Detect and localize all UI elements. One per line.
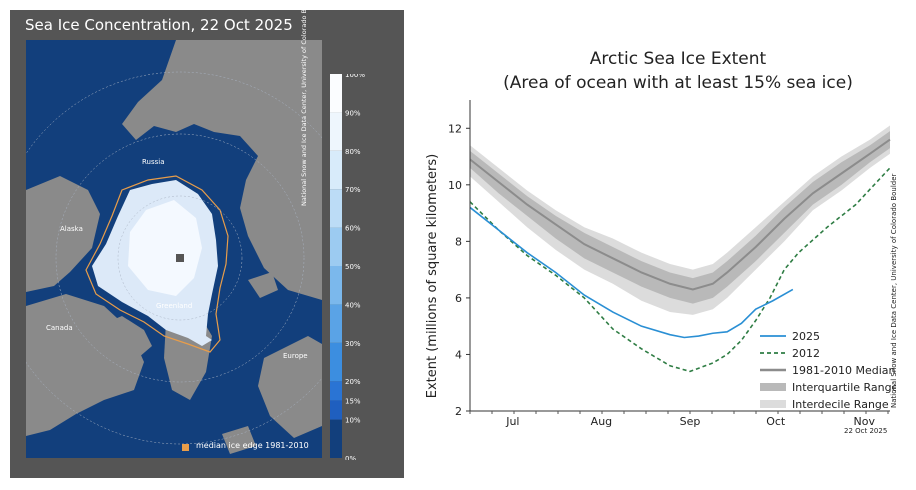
legend-label: 1981-2010 Median xyxy=(792,364,895,377)
colorbar-tick-label: 30% xyxy=(345,340,361,348)
chart-title: Arctic Sea Ice Extent xyxy=(590,49,767,69)
label-canada: Canada xyxy=(46,324,73,332)
x-tick-label: Sep xyxy=(680,415,701,428)
colorbar-tick-label: 40% xyxy=(345,301,361,309)
legend-label: Interquartile Range xyxy=(792,381,896,394)
colorbar-cell xyxy=(330,189,342,228)
chart-credit: National Snow and Ice Data Center, Unive… xyxy=(890,173,898,408)
median-edge-swatch xyxy=(182,444,189,451)
legend-swatch xyxy=(760,383,786,391)
colorbar-cell xyxy=(330,112,342,151)
date-stamp: 22 Oct 2025 xyxy=(844,427,888,435)
y-tick-label: 2 xyxy=(455,405,462,418)
sea-ice-map-panel: Sea Ice Concentration, 22 Oct 2025 Russi… xyxy=(10,0,404,478)
axes: 2 4 6 8 10 12 Jul Aug Sep Oct Nov xyxy=(448,100,890,428)
polar-map xyxy=(26,40,322,458)
colorbar-tick-label: 50% xyxy=(345,263,361,271)
pole-hole xyxy=(176,254,184,262)
colorbar-cell xyxy=(330,74,342,113)
sea-ice-core xyxy=(128,200,202,296)
colorbar-tick-label: 90% xyxy=(345,109,361,117)
alaska-land xyxy=(26,176,100,292)
chart-subtitle: (Area of ocean with at least 15% sea ice… xyxy=(503,73,853,93)
legend-label: 2025 xyxy=(792,330,820,343)
median-ice-edge xyxy=(85,175,229,353)
series-line-1981-2010-median xyxy=(469,138,891,291)
colorbar-cell xyxy=(330,304,342,343)
colorbar-tick-label: 100% xyxy=(345,74,365,79)
series-line-2025 xyxy=(469,206,794,339)
arctic-islands-land xyxy=(98,316,152,358)
colorbar-tick-label: 60% xyxy=(345,225,361,233)
legend-label: 2012 xyxy=(792,347,820,360)
colorbar-cell xyxy=(330,419,342,458)
y-tick-label: 8 xyxy=(455,235,462,248)
x-tick-label: Oct xyxy=(766,415,786,428)
colorbar-tick-label: 20% xyxy=(345,378,361,386)
colorbar-cell xyxy=(330,342,342,382)
y-tick-label: 10 xyxy=(448,179,462,192)
latitude-circle-80 xyxy=(117,195,243,321)
map-title: Sea Ice Concentration, 22 Oct 2025 xyxy=(25,16,293,34)
y-tick-label: 12 xyxy=(448,122,462,135)
colorbar-cell xyxy=(330,381,342,401)
colorbar-cell xyxy=(330,150,342,190)
series-line-2012 xyxy=(469,167,891,373)
colorbar-cell xyxy=(330,227,342,266)
map-credit: National Snow and Ice Data Center, Unive… xyxy=(300,0,308,206)
colorbar-tick-label: 70% xyxy=(345,186,361,194)
legend-swatch xyxy=(760,400,786,408)
colorbar-tick-label: 15% xyxy=(345,397,361,405)
y-tick-label: 6 xyxy=(455,292,462,305)
median-edge-legend-label: median ice edge 1981-2010 xyxy=(196,441,309,450)
y-axis-label: Extent (millions of square kilometers) xyxy=(425,154,440,399)
range-bands xyxy=(470,125,890,315)
colorbar-cell xyxy=(330,266,342,305)
europe-land xyxy=(258,336,322,438)
colorbar-tick-label: 10% xyxy=(345,417,361,425)
colorbar-tick-label: 0% xyxy=(345,455,356,460)
label-russia: Russia xyxy=(142,158,165,166)
colorbar-tick-label: 80% xyxy=(345,148,361,156)
y-tick-label: 4 xyxy=(455,348,462,361)
colorbar: 0% 10% 15% 20% 30% 40% 50% 60% 70% 80% 90% 100% xyxy=(330,74,365,460)
legend-label: Interdecile Range xyxy=(792,398,889,411)
russia-land xyxy=(122,40,322,300)
label-greenland: Greenland xyxy=(156,302,193,310)
x-tick-label: Jul xyxy=(505,415,519,428)
colorbar-cell xyxy=(330,400,342,420)
colorbar-cells xyxy=(330,74,342,458)
x-tick-label: Aug xyxy=(591,415,612,428)
band-interquartile-range xyxy=(470,131,890,304)
x-tick-label: Nov xyxy=(854,415,876,428)
latitude-circle-70 xyxy=(55,133,305,383)
label-alaska: Alaska xyxy=(60,225,83,233)
series-lines xyxy=(469,138,891,373)
label-europe: Europe xyxy=(283,352,308,360)
colorbar-ticks: 0% 10% 15% 20% 30% 40% 50% 60% 70% 80% 90% 100% xyxy=(345,74,365,460)
iceland-land xyxy=(222,426,256,454)
legend: 2025 2012 1981-2010 Median Interquartile Ra… xyxy=(760,330,896,411)
latitude-circle-60 xyxy=(26,71,322,445)
extent-chart: Arctic Sea Ice Extent (Area of ocean wit… xyxy=(425,49,896,428)
svalbard-land xyxy=(248,272,278,298)
